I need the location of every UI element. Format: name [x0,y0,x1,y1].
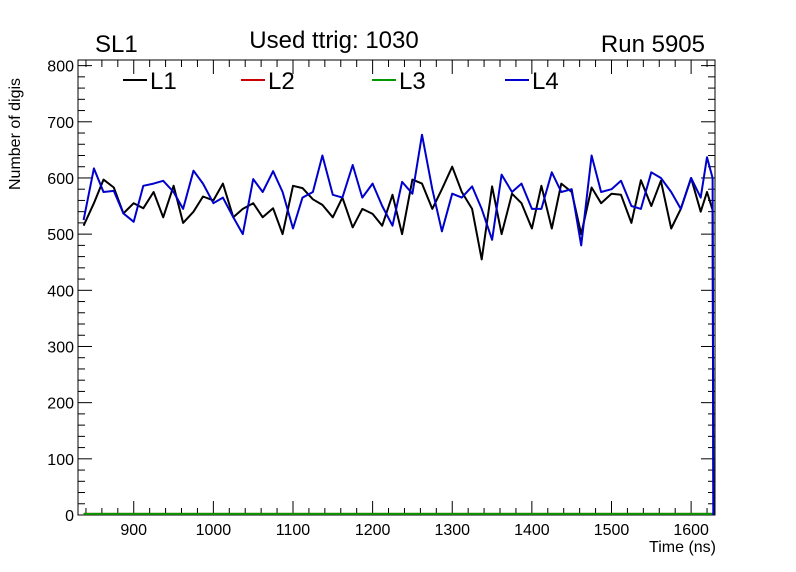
series-lines [82,133,715,516]
corner-label: SL1 [95,31,138,58]
y-tick-label: 300 [47,339,74,356]
x-tick-label: 1200 [355,522,391,539]
y-tick-label: 0 [65,508,74,525]
y-tick-label: 400 [47,283,74,300]
series-line-l4 [82,133,715,516]
run-label: Run 5905 [601,31,705,58]
legend-label-l1: L1 [150,68,177,95]
series-line-l1 [82,165,715,516]
x-tick-label: 900 [120,522,147,539]
legend-label-l4: L4 [532,68,559,95]
chart-title: Used ttrig: 1030 [249,27,418,54]
y-tick-label: 200 [47,396,74,413]
x-axis-label: Time (ns) [649,539,716,556]
y-tick-label: 800 [47,59,74,76]
y-tick-label: 100 [47,452,74,469]
x-tick-label: 1300 [434,522,470,539]
axis-ticks [78,60,715,516]
y-tick-label: 500 [47,227,74,244]
y-tick-label: 600 [47,171,74,188]
x-tick-label: 1600 [673,522,709,539]
legend-label-l2: L2 [268,68,295,95]
x-tick-label: 1400 [514,522,550,539]
y-tick-label: 700 [47,115,74,132]
x-tick-label: 1000 [196,522,232,539]
legend: L1 L2 L3 L4 [123,68,559,95]
legend-label-l3: L3 [399,68,426,95]
x-tick-label: 1100 [276,522,311,539]
y-axis-label: Number of digis [7,78,24,190]
plot-frame [77,59,716,516]
tick-labels: 900 1000 1100 1200 1300 1400 1500 1600 0 100 200 30… [47,59,709,539]
x-tick-label: 1500 [594,522,630,539]
